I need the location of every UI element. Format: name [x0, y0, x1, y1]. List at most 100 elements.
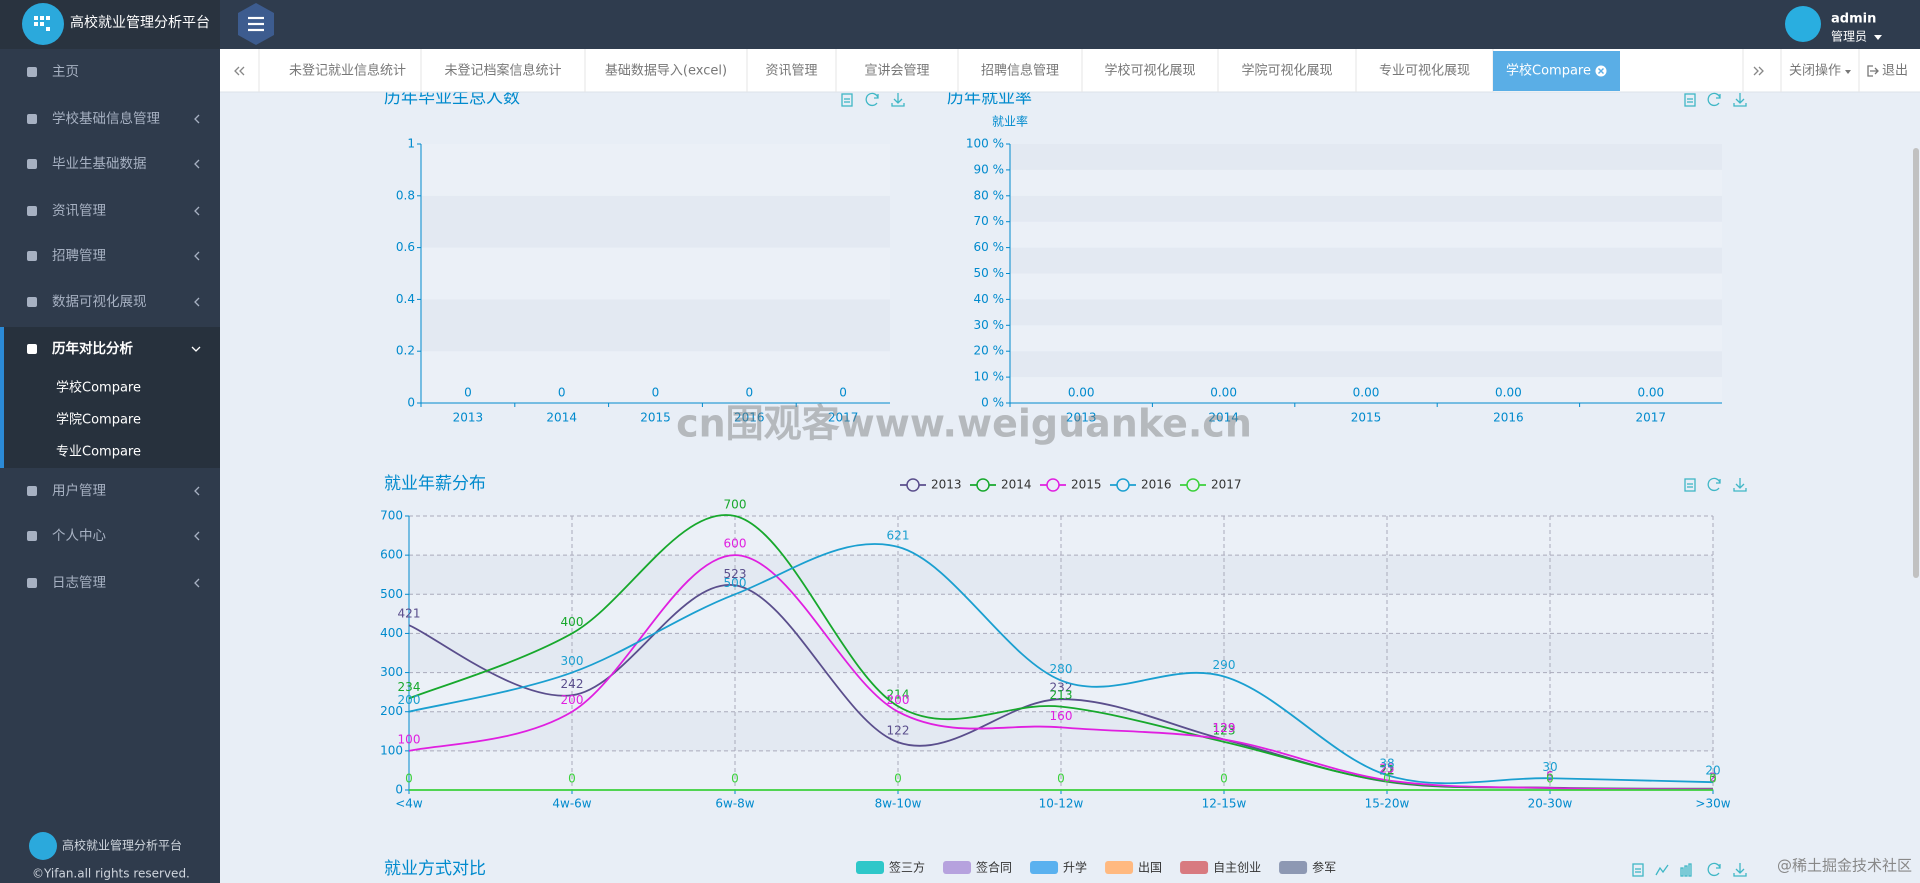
data-view-icon[interactable] [1684, 93, 1696, 107]
legend-item[interactable]: 出国 [1105, 861, 1162, 875]
x-tick-label: 2015 [1351, 411, 1382, 425]
credit: @稀土掘金技术社区 [1777, 857, 1912, 875]
menu-item[interactable]: 数据可视化展现 [27, 294, 200, 310]
split-area [1010, 273, 1722, 300]
user-role[interactable]: 管理员 [1831, 29, 1867, 44]
data-view-icon[interactable] [841, 93, 853, 107]
menu-item[interactable]: 个人中心 [27, 528, 200, 544]
legend-item[interactable]: 签合同 [943, 860, 1012, 875]
line-icon[interactable] [1655, 864, 1669, 876]
close-actions[interactable]: 关闭操作 [1789, 63, 1841, 79]
data-view-icon[interactable] [1684, 478, 1696, 492]
menu-item[interactable]: 日志管理 [27, 575, 200, 591]
menu-icon [27, 578, 37, 588]
menu-label: 学校基础信息管理 [52, 110, 160, 127]
menu-item[interactable]: 学校基础信息管理 [27, 110, 200, 127]
menu-icon [27, 159, 37, 169]
tab[interactable]: 学院可视化展现 [1241, 49, 1357, 92]
legend-item[interactable]: 2015 [1040, 478, 1102, 492]
x-tick-label: 4w-6w [552, 797, 591, 811]
bar-icon[interactable] [1680, 863, 1692, 877]
menu-item[interactable]: 资讯管理 [27, 203, 200, 219]
restore-icon[interactable] [1707, 92, 1721, 107]
y-tick-label: 30 % [974, 318, 1005, 332]
y-tick-label: 500 [380, 587, 403, 601]
menu-item[interactable]: 用户管理 [27, 482, 200, 499]
tab[interactable]: 宣讲会管理 [864, 49, 959, 92]
save-icon[interactable] [1733, 478, 1747, 492]
legend-label: 2014 [1001, 478, 1032, 492]
restore-icon[interactable] [1707, 477, 1721, 492]
data-view-icon[interactable] [1632, 863, 1644, 877]
save-icon[interactable] [891, 93, 905, 107]
tab-bar [220, 49, 1920, 92]
legend-item[interactable]: 2017 [1180, 478, 1242, 492]
series-line [408, 543, 1714, 785]
tab[interactable]: 学校可视化展现 [1104, 49, 1219, 92]
menu-label: 招聘管理 [52, 248, 106, 264]
menu-item[interactable]: 招聘管理 [27, 248, 200, 264]
tab[interactable]: 基础数据导入(excel) [605, 49, 748, 92]
logo-shape [46, 27, 50, 31]
submenu-label[interactable]: 学校Compare [56, 380, 141, 396]
tab[interactable]: 招聘信息管理 [981, 49, 1083, 92]
menu-item[interactable]: 主页 [27, 64, 79, 80]
chevron-icon [239, 66, 245, 76]
tab[interactable]: 资讯管理 [765, 49, 837, 92]
legend-marker [1186, 478, 1200, 492]
y-tick-label: 0.8 [396, 188, 415, 202]
logo-shape [46, 16, 50, 20]
logo-shape [34, 16, 38, 20]
avatar[interactable] [1785, 6, 1821, 42]
value-label: 600 [724, 537, 747, 551]
save-icon[interactable] [1733, 863, 1747, 877]
legend-item[interactable]: 2016 [1110, 478, 1172, 492]
footer-title: 高校就业管理分析平台 [62, 838, 182, 853]
restore-icon[interactable] [1707, 862, 1721, 877]
legend-swatch [856, 861, 884, 874]
legend-item[interactable]: 2013 [900, 478, 962, 492]
legend-item[interactable]: 升学 [1030, 860, 1087, 875]
chart-title: 就业年薪分布 [384, 474, 486, 494]
menu-icon [27, 114, 37, 124]
tab-label: 宣讲会管理 [864, 63, 929, 79]
menu-item[interactable]: 历年对比分析 [27, 340, 201, 357]
save-icon[interactable] [1733, 93, 1747, 107]
y-tick-label: 600 [380, 548, 403, 562]
chevron-icon [194, 531, 200, 541]
legend-label: 自主创业 [1213, 861, 1261, 875]
footer-logo [29, 832, 57, 860]
legend-label: 2017 [1211, 478, 1242, 492]
legend-item[interactable]: 2014 [970, 478, 1032, 492]
legend-item[interactable]: 自主创业 [1180, 861, 1261, 875]
y-tick-label: 20 % [974, 344, 1005, 358]
menu-label: 历年对比分析 [52, 340, 133, 357]
restore-icon[interactable] [865, 92, 879, 107]
y-tick-label: 0.2 [396, 344, 415, 358]
submenu-label[interactable]: 学院Compare [56, 412, 141, 428]
y-tick-label: 700 [380, 509, 403, 523]
tab[interactable]: 未登记档案信息统计 [444, 49, 586, 92]
split-area [421, 299, 890, 352]
legend-item[interactable]: 签三方 [856, 860, 925, 875]
submenu-label[interactable]: 专业Compare [56, 445, 141, 460]
logout[interactable]: 退出 [1882, 64, 1908, 79]
tab-label: 学院可视化展现 [1241, 63, 1332, 79]
user-name[interactable]: admin [1831, 12, 1876, 27]
tab-label: 学校Compare [1506, 63, 1591, 79]
legend-item[interactable]: 参军 [1279, 860, 1336, 875]
menu-toggle[interactable] [238, 3, 274, 45]
value-label: 160 [1050, 709, 1073, 723]
y-tick-label: 90 % [974, 162, 1005, 176]
tab[interactable]: 学校Compare [1493, 51, 1620, 91]
y-axis-label: 就业率 [992, 114, 1028, 129]
value-label: 129 [1213, 721, 1236, 735]
tab[interactable]: 未登记就业信息统计 [289, 49, 422, 92]
menu-item[interactable]: 毕业生基础数据 [27, 155, 200, 172]
value-label: 0 [839, 386, 847, 400]
x-tick-label: 2016 [734, 411, 765, 425]
x-tick-label: <4w [395, 797, 423, 811]
chevron-icon [194, 251, 200, 261]
dropdown-caret [1874, 35, 1882, 40]
value-label: 0.00 [1637, 386, 1664, 400]
